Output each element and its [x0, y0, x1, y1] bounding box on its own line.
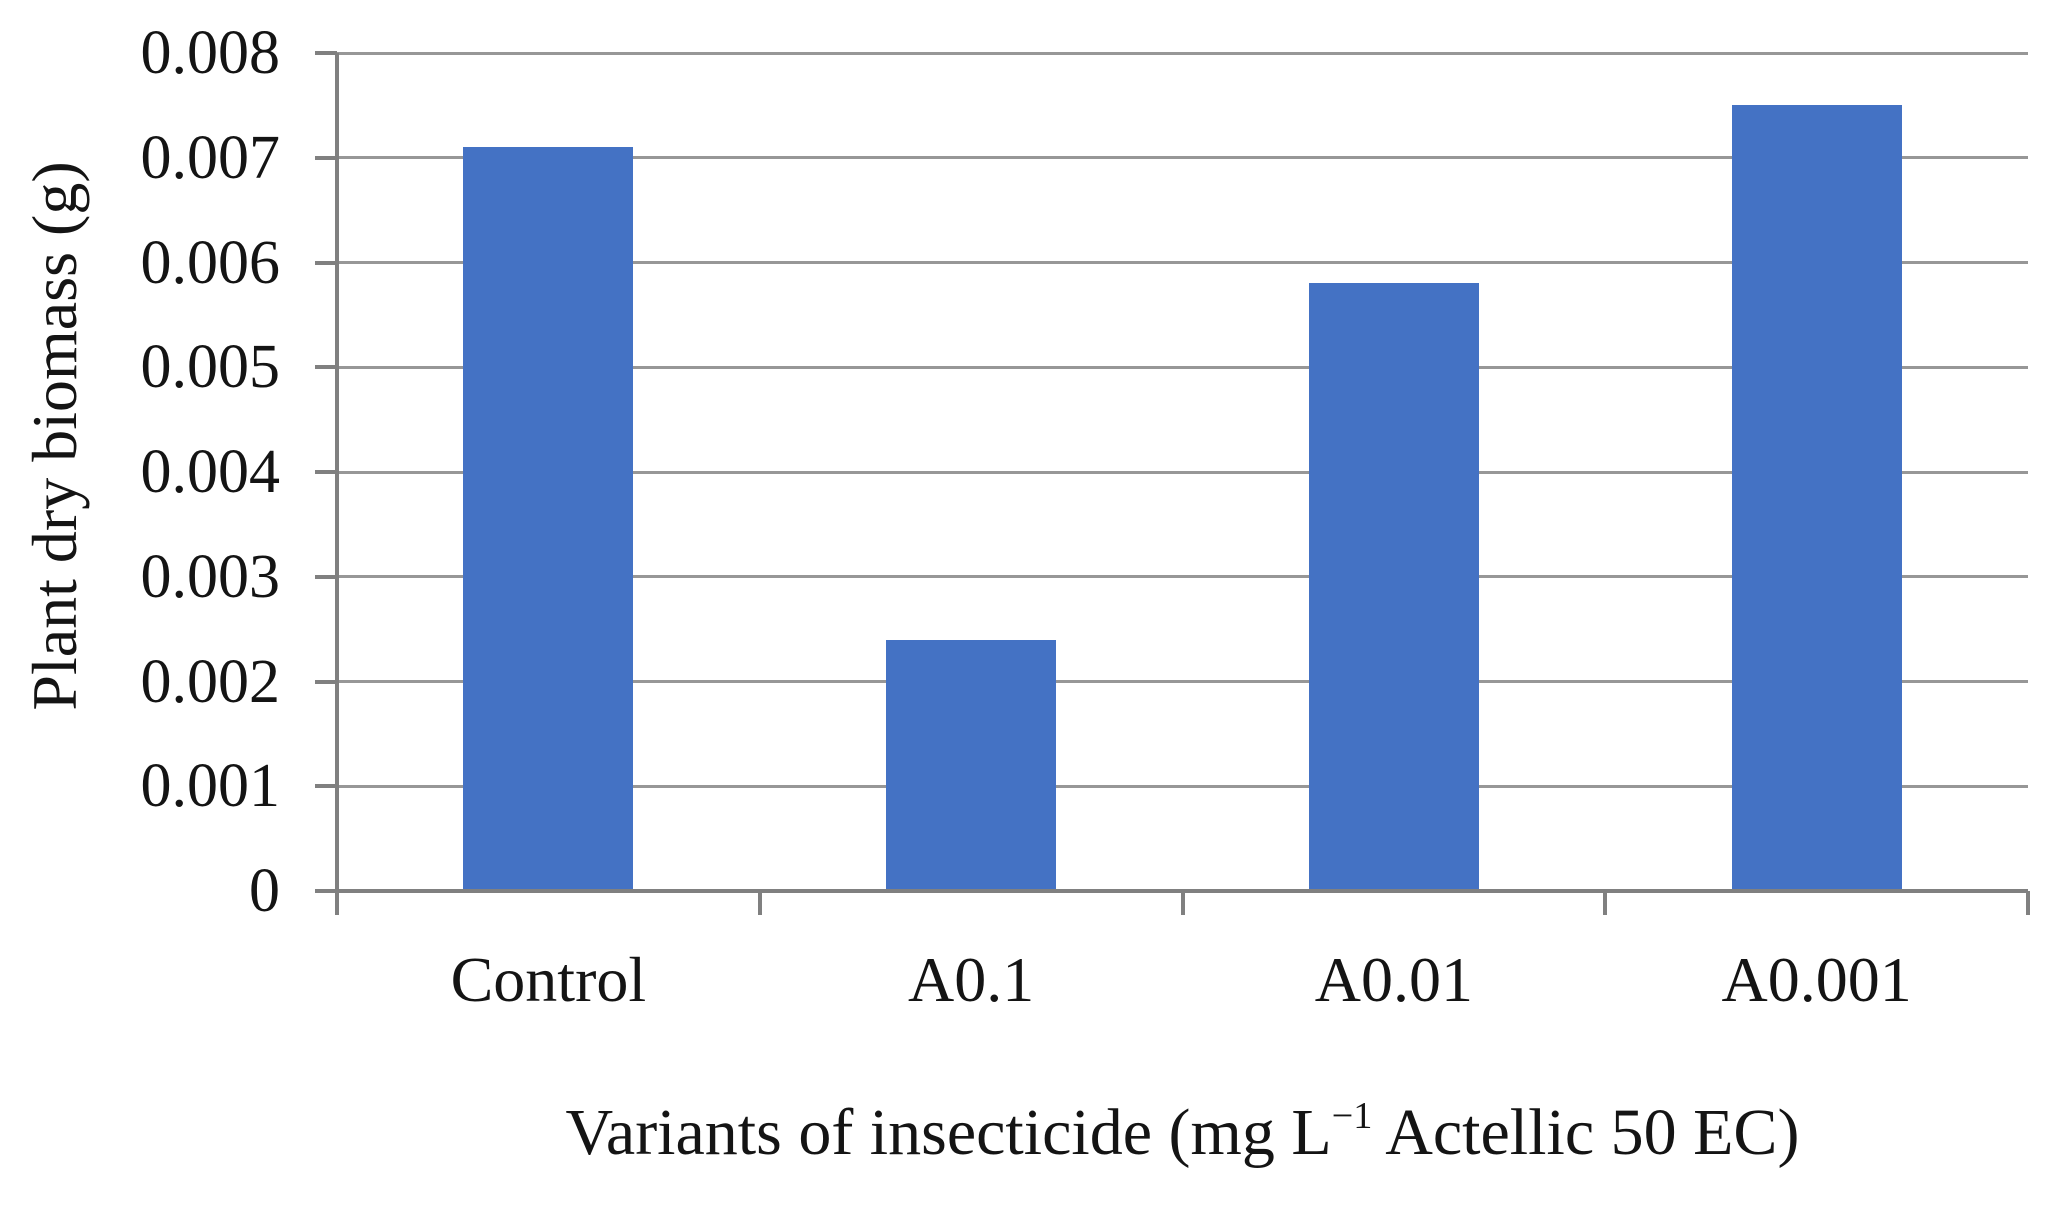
- y-axis-tick: [315, 155, 337, 160]
- y-axis-tick: [315, 470, 337, 474]
- gridline: [337, 470, 2028, 474]
- gridline: [337, 261, 2028, 264]
- x-axis-title-text: Variants of insecticide (mg L: [565, 1096, 1332, 1169]
- plot-area: [337, 51, 2028, 891]
- x-tick-label-control: Control: [450, 944, 647, 1015]
- y-axis-line: [335, 53, 339, 915]
- bar-a0-01: [1308, 283, 1479, 891]
- y-axis-tick: [315, 260, 337, 265]
- x-axis-title: Variants of insecticide (mg L−1 Actellic…: [337, 1097, 2028, 1166]
- y-axis-tick: [315, 784, 337, 789]
- gridline: [337, 784, 2028, 788]
- gridline: [337, 156, 2028, 160]
- x-axis-tick: [1180, 891, 1185, 915]
- x-axis-tick: [2026, 891, 2030, 915]
- x-tick-label-a0-01: A0.01: [1314, 944, 1473, 1015]
- x-axis-tick: [1603, 891, 1608, 915]
- x-axis-tick: [757, 891, 762, 915]
- y-tick-label: 0: [249, 857, 280, 925]
- y-axis-tick: [315, 51, 337, 55]
- y-tick-label: 0.002: [140, 647, 281, 716]
- y-axis-tick: [315, 365, 337, 370]
- y-tick-label: 0.007: [140, 123, 281, 192]
- bar-a0-1: [886, 639, 1057, 891]
- x-axis-title-superscript: −1: [1331, 1094, 1373, 1137]
- y-axis-tick: [315, 574, 337, 579]
- y-tick-label: 0.006: [140, 228, 281, 297]
- x-tick-label-a0-001: A0.001: [1721, 944, 1912, 1015]
- x-tick-label-a0-1: A0.1: [908, 944, 1035, 1015]
- x-axis-tick: [335, 891, 339, 915]
- bar-a0-001: [1731, 105, 1902, 891]
- gridline: [337, 680, 2028, 683]
- gridline: [337, 365, 2028, 369]
- y-axis-tick: [315, 679, 337, 684]
- gridline: [337, 575, 2028, 579]
- y-tick-label: 0.004: [140, 438, 281, 506]
- y-tick-label: 0.005: [140, 333, 281, 402]
- y-tick-label: 0.003: [140, 542, 281, 611]
- bar-control: [463, 147, 634, 891]
- x-axis-line: [315, 889, 2028, 893]
- gridline: [337, 51, 2028, 55]
- y-tick-label: 0.008: [140, 19, 281, 87]
- y-tick-label: 0.001: [140, 752, 281, 821]
- x-axis-title-text-end: Actellic 50 EC): [1372, 1096, 1800, 1169]
